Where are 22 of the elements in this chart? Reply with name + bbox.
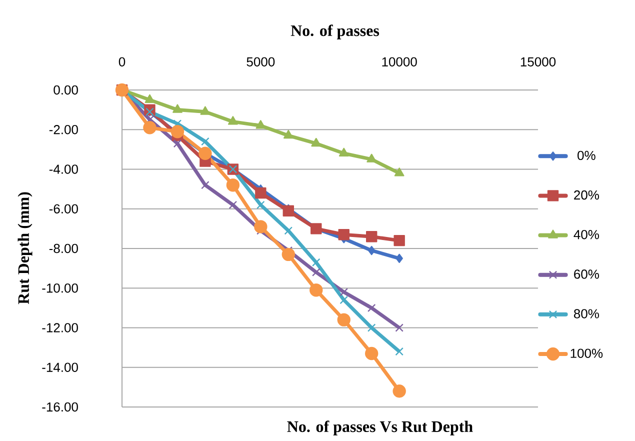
x-tick-label: 10000 <box>382 57 417 66</box>
y-tick-label: -10.00 <box>42 284 78 293</box>
x-tick-label: 0 <box>118 57 126 66</box>
y-tick-label: 0.00 <box>54 85 78 95</box>
y-axis-title: Rut Depth (mm) <box>18 192 32 304</box>
legend-label: 100% <box>570 348 603 358</box>
x-axis-title: No. of passes <box>290 24 380 40</box>
y-tick-label: -14.00 <box>42 362 78 372</box>
legend-label: 20% <box>574 190 599 200</box>
x-tick-label: 15000 <box>520 57 556 66</box>
y-tick-label: -12.00 <box>42 323 78 332</box>
text: No. of passes Vs Rut Depth <box>287 420 473 436</box>
legend-label: 0% <box>578 150 596 160</box>
x-tick-label: 5000 <box>246 57 275 66</box>
y-tick-label: -2.00 <box>49 125 78 134</box>
legend-label: 60% <box>574 270 599 279</box>
y-tick-label: -6.00 <box>49 204 78 214</box>
y-tick-label: -16.00 <box>42 402 78 412</box>
legend-label: 80% <box>574 309 599 318</box>
legend-label: 40% <box>574 230 599 240</box>
y-tick-label: -4.00 <box>49 164 78 174</box>
y-tick-label: -8.00 <box>49 244 78 254</box>
